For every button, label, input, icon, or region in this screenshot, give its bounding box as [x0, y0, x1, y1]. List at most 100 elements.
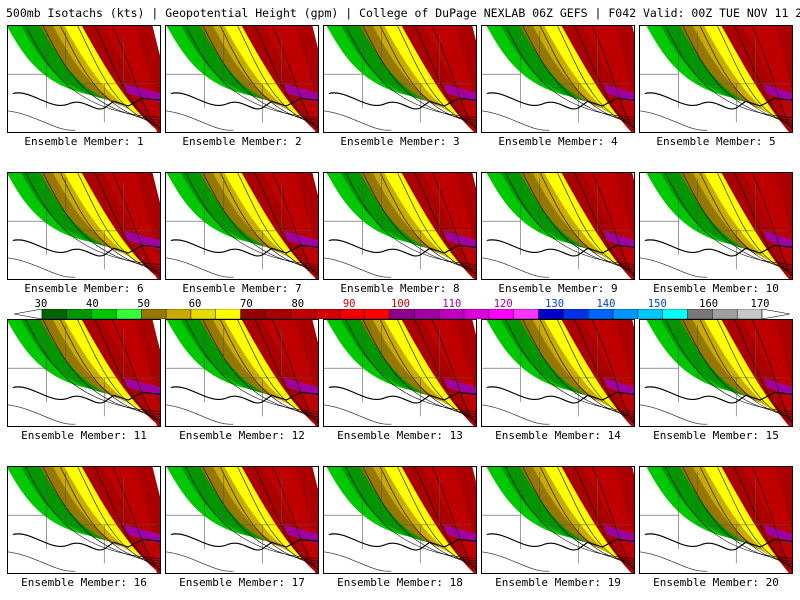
panel-caption: Ensemble Member: 19	[495, 576, 621, 589]
colorbar-tick-label: 160	[699, 298, 719, 310]
panel-caption: Ensemble Member: 14	[495, 429, 621, 442]
colorbar-swatch	[612, 309, 639, 319]
colorbar-swatch	[339, 309, 365, 319]
colorbar-swatch	[314, 309, 341, 319]
colorbar-swatch	[463, 309, 490, 319]
map-field	[482, 320, 634, 426]
map-field	[324, 467, 476, 573]
ensemble-map-panel	[639, 466, 793, 574]
ensemble-map-panel	[323, 466, 477, 574]
colorbar-swatch	[165, 309, 192, 319]
colorbar-swatch	[265, 309, 291, 319]
chart-title: 500mb Isotachs (kts) | Geopotential Heig…	[6, 6, 800, 20]
colorbar-swatch	[215, 309, 241, 319]
panel-caption: Ensemble Member: 1	[24, 135, 144, 148]
colorbar-tick-label: 110	[442, 298, 462, 310]
colorbar-tick-label: 150	[647, 298, 667, 310]
colorbar-swatch	[190, 309, 216, 319]
colorbar-swatch	[414, 309, 440, 319]
panel-caption: Ensemble Member: 4	[498, 135, 618, 148]
colorbar-swatch	[66, 309, 92, 319]
colorbar-swatch	[513, 309, 539, 319]
ensemble-map-panel	[639, 25, 793, 133]
colorbar-left-arrow	[14, 309, 43, 319]
ensemble-map-panel	[7, 172, 161, 280]
panel-caption: Ensemble Member: 18	[337, 576, 463, 589]
panel-caption: Ensemble Member: 15	[653, 429, 779, 442]
colorbar-swatch	[687, 309, 713, 319]
colorbar-swatch	[116, 309, 142, 319]
colorbar-swatch	[637, 309, 663, 319]
ensemble-map-panel	[7, 25, 161, 133]
map-field	[8, 320, 160, 426]
map-field	[8, 26, 160, 132]
panel-caption: Ensemble Member: 12	[179, 429, 305, 442]
panel-caption: Ensemble Member: 13	[337, 429, 463, 442]
map-field	[324, 173, 476, 279]
colorbar-tick-label: 80	[291, 298, 305, 310]
map-field	[166, 467, 318, 573]
map-field	[482, 173, 634, 279]
map-field	[166, 26, 318, 132]
colorbar-swatch	[141, 309, 167, 319]
colorbar-swatch	[41, 309, 68, 319]
colorbar-swatch	[389, 309, 415, 319]
panel-caption: Ensemble Member: 10	[653, 282, 779, 295]
colorbar-swatch	[240, 309, 266, 319]
ensemble-map-panel	[323, 25, 477, 133]
ensemble-map-panel	[481, 319, 635, 427]
panel-caption: Ensemble Member: 20	[653, 576, 779, 589]
panel-caption: Ensemble Member: 11	[21, 429, 147, 442]
panel-caption: Ensemble Member: 9	[498, 282, 618, 295]
colorbar-tick-label: 50	[137, 298, 151, 310]
ensemble-map-panel	[481, 172, 635, 280]
colorbar-swatch	[563, 309, 589, 319]
map-field	[324, 320, 476, 426]
colorbar-right-arrow	[761, 309, 790, 319]
ensemble-map-panel	[165, 466, 319, 574]
map-field	[640, 26, 792, 132]
color-scale-bar	[14, 309, 790, 319]
panel-caption: Ensemble Member: 16	[21, 576, 147, 589]
map-field	[324, 26, 476, 132]
colorbar-tick-label: 90	[342, 298, 356, 310]
colorbar-swatch	[588, 309, 614, 319]
map-field	[640, 467, 792, 573]
ensemble-map-panel	[323, 172, 477, 280]
map-field	[640, 173, 792, 279]
colorbar-tick-label: 70	[240, 298, 253, 310]
ensemble-map-panel	[165, 319, 319, 427]
colorbar-tick-label: 60	[188, 298, 202, 310]
ensemble-map-panel	[639, 319, 793, 427]
colorbar-tick-label: 30	[34, 298, 48, 310]
map-field	[482, 467, 634, 573]
ensemble-map-panel	[7, 466, 161, 574]
ensemble-map-panel	[165, 25, 319, 133]
ensemble-map-panel	[7, 319, 161, 427]
colorbar-swatch	[488, 309, 514, 319]
colorbar-swatch	[712, 309, 738, 319]
map-field	[8, 467, 160, 573]
panel-caption: Ensemble Member: 8	[340, 282, 460, 295]
colorbar-swatch	[290, 309, 316, 319]
map-field	[8, 173, 160, 279]
ensemble-map-panel	[639, 172, 793, 280]
panel-caption: Ensemble Member: 17	[179, 576, 305, 589]
colorbar-tick-label: 40	[86, 298, 99, 310]
colorbar-swatch	[736, 309, 763, 319]
map-field	[166, 173, 318, 279]
colorbar-swatch	[364, 309, 390, 319]
map-field	[166, 320, 318, 426]
colorbar-swatch	[439, 309, 465, 319]
panel-caption: Ensemble Member: 3	[340, 135, 460, 148]
colorbar-tick-label: 100	[391, 298, 410, 310]
ensemble-map-panel	[481, 466, 635, 574]
colorbar-swatch	[662, 309, 688, 319]
panel-caption: Ensemble Member: 5	[656, 135, 776, 148]
map-field	[640, 320, 792, 426]
panel-caption: Ensemble Member: 2	[182, 135, 302, 148]
colorbar-tick-label: 140	[596, 298, 616, 310]
colorbar-swatch	[91, 309, 117, 319]
ensemble-map-panel	[165, 172, 319, 280]
ensemble-map-panel	[323, 319, 477, 427]
